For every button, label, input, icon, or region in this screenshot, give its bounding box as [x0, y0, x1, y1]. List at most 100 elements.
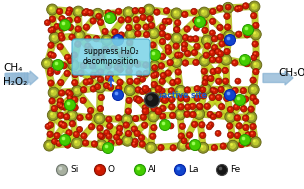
Circle shape [192, 10, 195, 12]
Circle shape [199, 122, 205, 128]
Circle shape [53, 60, 64, 70]
Circle shape [220, 42, 223, 44]
Circle shape [169, 124, 171, 126]
Circle shape [126, 40, 133, 46]
Circle shape [221, 144, 224, 147]
Circle shape [71, 52, 78, 58]
Circle shape [143, 4, 154, 15]
Circle shape [225, 4, 231, 10]
Circle shape [112, 16, 114, 18]
Circle shape [86, 44, 88, 46]
Circle shape [118, 32, 125, 38]
Circle shape [249, 115, 252, 118]
Circle shape [60, 91, 62, 94]
Circle shape [152, 83, 155, 85]
Circle shape [76, 32, 83, 39]
Circle shape [68, 112, 75, 119]
Circle shape [250, 29, 261, 40]
Circle shape [182, 47, 185, 49]
Circle shape [159, 30, 165, 37]
Circle shape [227, 106, 234, 113]
Circle shape [233, 104, 240, 110]
Circle shape [171, 146, 174, 148]
Circle shape [138, 135, 145, 141]
Circle shape [245, 141, 247, 143]
Circle shape [192, 142, 195, 146]
Circle shape [211, 70, 214, 72]
Circle shape [74, 88, 78, 91]
Circle shape [223, 95, 230, 102]
Circle shape [217, 24, 223, 31]
Circle shape [216, 111, 222, 118]
Circle shape [194, 108, 205, 119]
Circle shape [200, 87, 206, 93]
Circle shape [170, 98, 172, 100]
Circle shape [125, 9, 132, 16]
Circle shape [153, 71, 159, 78]
Circle shape [67, 11, 69, 13]
Circle shape [179, 105, 181, 107]
Circle shape [95, 82, 105, 93]
Circle shape [254, 100, 256, 102]
Circle shape [61, 63, 67, 69]
Circle shape [194, 85, 200, 92]
Circle shape [161, 97, 163, 99]
Circle shape [199, 55, 210, 66]
Circle shape [102, 28, 108, 35]
Circle shape [249, 1, 260, 12]
Circle shape [72, 105, 78, 111]
Circle shape [66, 56, 68, 58]
Circle shape [145, 33, 147, 35]
Circle shape [202, 69, 205, 72]
Circle shape [198, 142, 209, 153]
Circle shape [100, 56, 102, 58]
Circle shape [58, 121, 65, 127]
Circle shape [74, 88, 81, 94]
Circle shape [174, 26, 180, 33]
Circle shape [67, 91, 69, 93]
Circle shape [136, 167, 140, 170]
Circle shape [93, 36, 100, 42]
Circle shape [105, 131, 107, 133]
Circle shape [55, 25, 57, 27]
Circle shape [135, 132, 138, 134]
Circle shape [68, 26, 71, 28]
Circle shape [89, 48, 91, 50]
Circle shape [202, 80, 208, 86]
Circle shape [93, 50, 99, 56]
Circle shape [140, 88, 145, 94]
Circle shape [173, 58, 180, 65]
Circle shape [223, 57, 226, 60]
Circle shape [223, 78, 229, 84]
Circle shape [165, 44, 171, 51]
Circle shape [126, 10, 129, 13]
Circle shape [127, 88, 130, 91]
Circle shape [105, 10, 111, 16]
Circle shape [116, 115, 122, 121]
Circle shape [133, 140, 136, 142]
Circle shape [157, 109, 159, 112]
Circle shape [182, 139, 185, 141]
Circle shape [195, 96, 198, 99]
Circle shape [73, 98, 75, 100]
Circle shape [228, 124, 230, 126]
Circle shape [85, 10, 87, 12]
Circle shape [59, 90, 65, 96]
Circle shape [201, 57, 208, 64]
Text: Fe: Fe [230, 166, 240, 174]
Circle shape [96, 139, 107, 151]
Circle shape [97, 125, 103, 131]
Circle shape [251, 125, 254, 127]
Circle shape [126, 52, 129, 54]
Circle shape [126, 87, 133, 94]
Circle shape [193, 59, 199, 66]
Circle shape [48, 51, 54, 58]
Circle shape [133, 96, 140, 102]
Circle shape [167, 59, 173, 66]
Circle shape [211, 31, 213, 33]
Circle shape [89, 109, 91, 111]
Circle shape [209, 123, 211, 125]
Circle shape [251, 55, 257, 61]
Circle shape [202, 94, 204, 96]
Circle shape [56, 70, 57, 72]
